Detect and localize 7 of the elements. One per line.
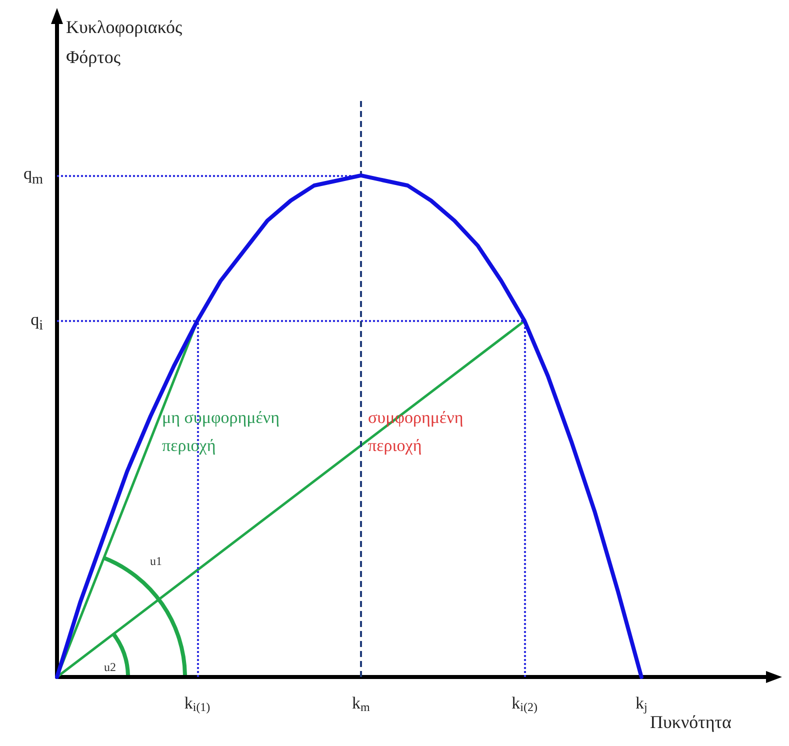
annotation: u2 bbox=[104, 660, 116, 675]
x-axis-title: Πυκνότητα bbox=[650, 712, 732, 733]
ref-line-label: q$_{i}$ bbox=[30, 310, 43, 336]
text: Κυκλοφοριακός Φόρτος bbox=[66, 16, 184, 69]
ref-line-label: q$_{m}$ bbox=[23, 164, 43, 190]
annotation: μη συμφορημένη περιοχή bbox=[162, 407, 280, 457]
annotation: u1 bbox=[150, 554, 162, 569]
